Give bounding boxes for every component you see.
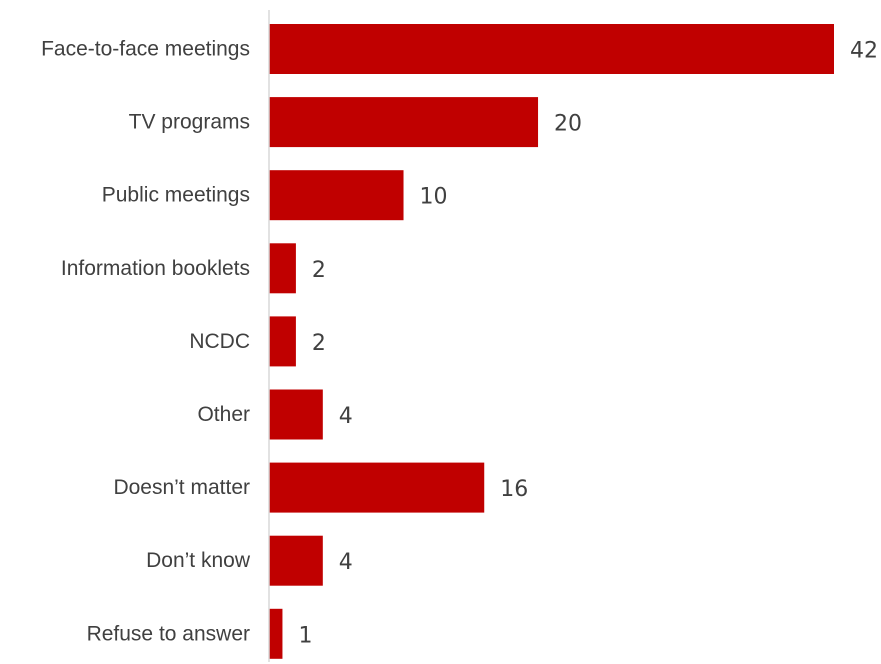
category-label: NCDC	[189, 330, 250, 353]
category-label: Doesn’t matter	[113, 476, 250, 499]
bar	[269, 170, 404, 221]
data-label: 1	[298, 623, 312, 648]
category-label: Information booklets	[61, 257, 250, 280]
bar	[269, 97, 539, 148]
bar	[269, 462, 485, 513]
bar	[269, 316, 296, 367]
bar	[269, 24, 834, 74]
data-label: 2	[312, 331, 326, 356]
category-labels: Face-to-face meetings TV programs Public m…	[41, 38, 251, 646]
data-label: 20	[554, 112, 582, 137]
category-label: Public meetings	[102, 184, 250, 207]
bar	[269, 389, 323, 440]
data-label: 4	[339, 404, 353, 429]
data-label: 16	[500, 477, 528, 502]
data-label: 2	[312, 258, 326, 283]
bar	[269, 535, 323, 586]
value-labels: 42 20 10 2 2 4 16 4 1	[298, 39, 878, 649]
data-label: 42	[850, 39, 878, 64]
category-label: Don’t know	[146, 549, 251, 572]
category-label: Face-to-face meetings	[41, 38, 250, 61]
bar	[269, 608, 283, 659]
data-label: 4	[339, 550, 353, 575]
category-label: Refuse to answer	[87, 622, 250, 645]
bars-layer	[269, 24, 834, 659]
data-label: 10	[420, 185, 448, 210]
bar	[269, 243, 296, 294]
category-label: TV programs	[129, 111, 250, 134]
category-label: Other	[197, 403, 250, 426]
